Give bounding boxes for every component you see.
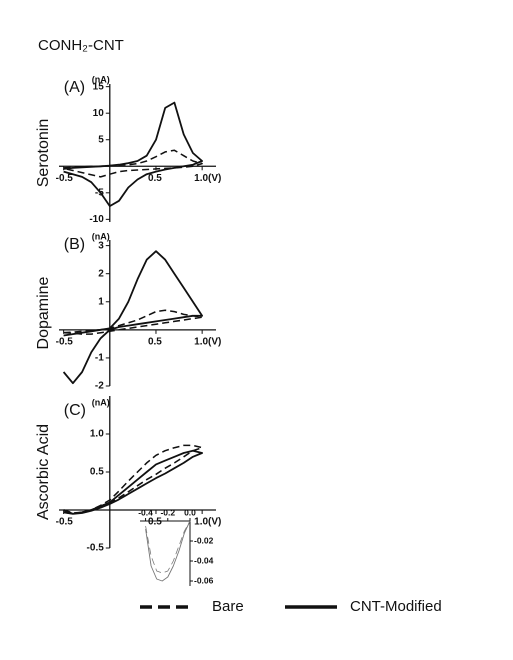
figure-title: CONH₂-CNT <box>38 37 124 54</box>
y-tick-label: 3 <box>98 240 104 251</box>
x-tick-label: 0.5 <box>148 173 162 184</box>
panel-label: (B) <box>64 236 85 253</box>
x-tick-label: 0.5 <box>148 336 162 347</box>
x-tick-label: -0.5 <box>56 173 74 184</box>
cv-curve <box>63 449 203 515</box>
cv-curve <box>145 520 191 574</box>
inset-y-tick-label: -0.04 <box>194 555 214 565</box>
panel-label: (C) <box>64 402 86 419</box>
y-tick-label: 1 <box>98 296 104 307</box>
inset-y-tick-label: -0.02 <box>194 535 214 545</box>
inset-x-tick-label: -0.4 <box>138 507 153 517</box>
y-axis-label: Serotonin <box>35 119 52 188</box>
inset-x-tick-label: 0.0 <box>184 507 196 517</box>
x-tick-label: 1.0(V) <box>194 173 221 184</box>
y-tick-label: 2 <box>98 268 104 279</box>
cv-curve <box>63 101 203 207</box>
cv-curve <box>145 520 191 582</box>
y-unit: (nA) <box>92 397 110 407</box>
y-tick-label: 10 <box>93 108 105 119</box>
x-tick-label: -0.5 <box>56 517 74 528</box>
y-tick-label: 15 <box>93 81 105 92</box>
y-tick-label: -0.5 <box>87 543 105 554</box>
x-tick-label: 1.0(V) <box>194 336 221 347</box>
panel-label: (A) <box>64 79 85 96</box>
inset-y-tick-label: -0.06 <box>194 575 214 585</box>
y-tick-label: -10 <box>89 214 104 225</box>
x-tick-label: 0.5 <box>148 517 162 528</box>
y-tick-label: -2 <box>95 381 104 392</box>
y-tick-label: 5 <box>98 134 104 145</box>
y-unit: (nA) <box>92 74 110 84</box>
y-tick-label: -1 <box>95 353 104 364</box>
legend-label: CNT-Modified <box>350 598 442 615</box>
x-tick-label: 1.0(V) <box>194 517 221 528</box>
cv-curve <box>62 250 203 385</box>
cv-curve <box>63 149 203 178</box>
inset-x-tick-label: -0.2 <box>160 507 175 517</box>
y-tick-label: 1.0 <box>90 429 104 440</box>
y-axis-label: Ascorbic Acid <box>35 424 52 520</box>
cv-curve <box>63 309 203 335</box>
x-tick-label: -0.5 <box>56 336 74 347</box>
legend-label: Bare <box>212 598 244 615</box>
y-unit: (nA) <box>92 231 110 241</box>
y-tick-label: 0.5 <box>90 467 104 478</box>
y-axis-label: Dopamine <box>35 276 52 349</box>
cv-curve <box>63 444 203 515</box>
